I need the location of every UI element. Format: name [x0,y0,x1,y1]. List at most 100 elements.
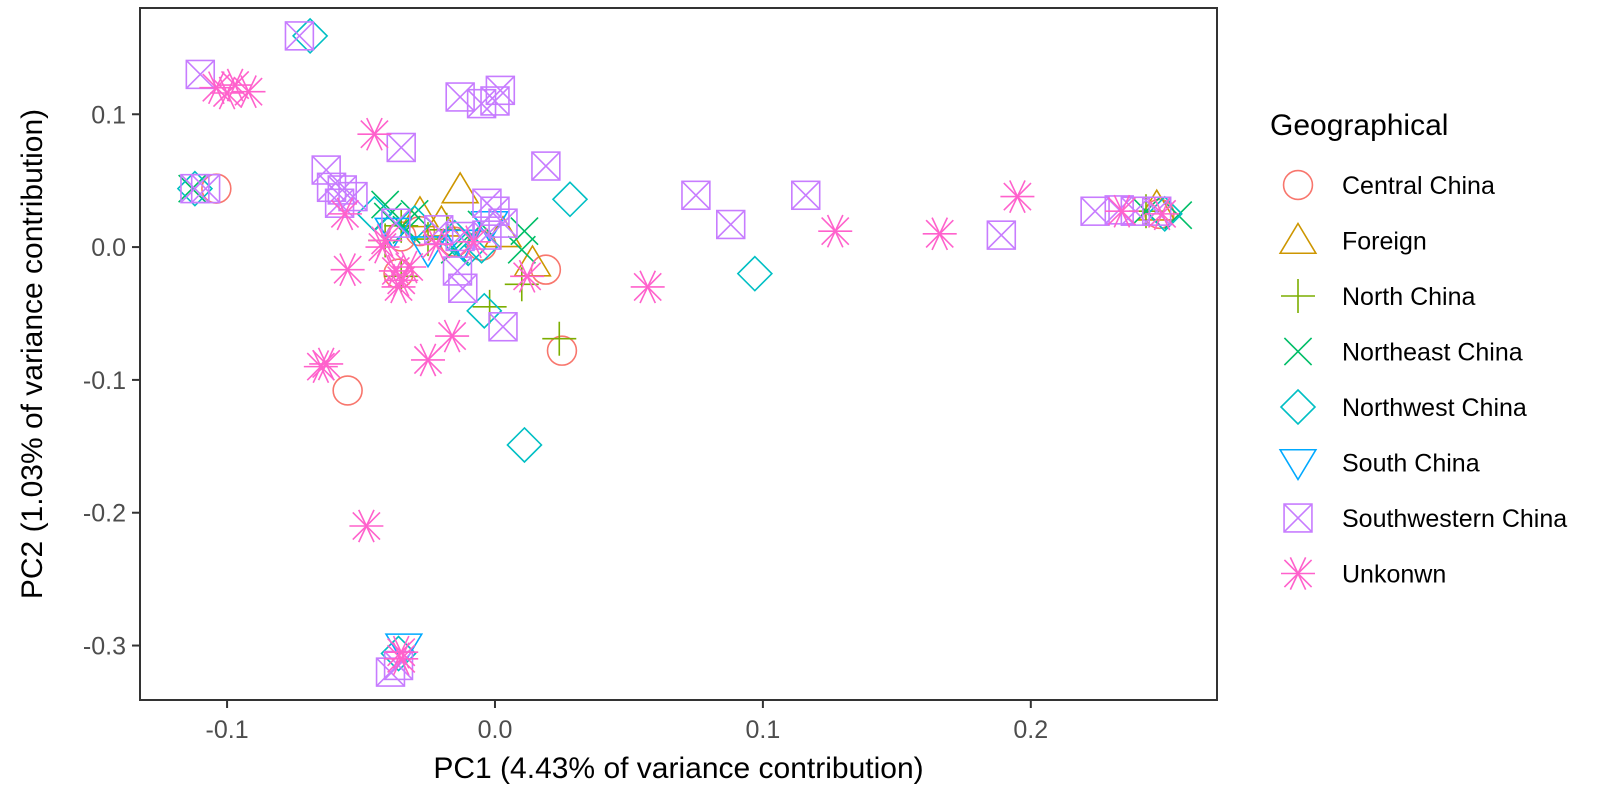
data-point [435,319,470,353]
x-axis-title: PC1 (4.43% of variance contribution) [433,752,923,785]
series-unkonwn [199,68,1180,676]
data-point [488,312,518,342]
data-point [349,509,384,543]
legend-item: Northeast China [1283,337,1523,367]
data-points-layer [176,17,1193,687]
x-axis-ticks: -0.1 0.0 0.1 0.2 [206,700,1048,744]
legend-label: Unkonwn [1342,561,1446,589]
legend-key [1278,448,1318,482]
data-point [922,217,957,251]
data-point [327,197,362,231]
data-point [231,75,266,109]
data-point [530,254,562,285]
data-point [1145,197,1180,231]
legend-label: Central China [1342,172,1495,200]
legend-label: South China [1342,450,1480,478]
data-point [284,21,315,51]
legend-key [1283,503,1313,533]
data-point [1104,194,1139,228]
data-point [472,220,502,250]
data-point [381,208,411,238]
y-tick-label: -0.3 [83,633,126,661]
data-point [456,225,491,259]
data-point [291,17,329,55]
plot-panel [139,7,1218,701]
data-point [380,635,417,672]
data-point [630,270,665,304]
legend-label: Foreign [1342,228,1427,256]
data-point [818,214,853,248]
legend: Central China Foreign North China Northeast… [1278,169,1567,590]
data-point [448,273,478,303]
data-point [419,227,454,261]
data-point [190,173,221,204]
data-point [531,151,561,181]
y-tick-label: 0.1 [91,101,126,129]
legend-key [1281,557,1315,590]
y-axis-title: PC2 (1.03% of variance contribution) [16,109,49,599]
legend-key [1281,279,1315,313]
legend-item: Northwest China [1279,388,1527,426]
legend-label: Northwest China [1342,394,1527,422]
legend-item: Unkonwn [1281,557,1446,590]
data-point [400,199,429,229]
legend-key [1278,221,1318,255]
data-point [330,253,365,287]
x-tick-label: -0.1 [206,716,249,744]
legend-item: Foreign [1278,221,1427,256]
legend-label: Northeast China [1342,339,1523,367]
x-tick-label: 0.0 [478,716,513,744]
x-tick-label: 0.1 [746,716,781,744]
legend-item: South China [1278,448,1480,482]
data-point [507,235,536,264]
data-point [356,195,393,233]
data-point [176,170,214,207]
legend-key [1283,337,1313,366]
y-tick-label: 0.0 [91,234,126,262]
data-point [485,75,516,106]
data-point [365,230,400,264]
data-point [551,181,589,218]
legend-item: Central China [1282,169,1495,201]
data-point [436,219,473,256]
data-point [400,195,440,228]
data-point [357,117,392,151]
data-point [546,335,578,366]
legend-label: Southwestern China [1342,505,1567,533]
data-point [218,68,253,102]
data-point [384,633,424,666]
legend-key [1282,169,1314,201]
data-point [716,209,746,240]
data-point [373,217,413,250]
x-tick-label: 0.2 [1013,716,1048,744]
y-axis-ticks: 0.1 0.0 -0.1 -0.2 -0.3 [83,101,140,661]
data-point [488,208,518,238]
data-point [392,250,427,284]
data-point [422,204,461,237]
data-point [370,190,400,219]
data-point [791,180,821,211]
legend-title: Geographical [1270,109,1448,142]
data-point [736,255,773,292]
legend-item: Southwestern China [1283,503,1567,533]
data-point [411,343,446,377]
legend-key [1279,388,1317,426]
data-point [440,171,480,204]
data-point [384,642,419,676]
data-point [466,292,503,329]
data-point [542,321,577,356]
legend-label: North China [1342,283,1475,311]
y-tick-label: -0.2 [83,500,126,528]
data-point [303,350,338,384]
data-point [504,267,539,302]
data-point [332,375,363,406]
data-point [1000,180,1035,214]
y-tick-label: -0.1 [83,367,126,395]
data-point [510,259,545,293]
data-point [506,426,543,464]
data-point [986,220,1017,250]
data-point [510,216,539,246]
data-point [681,180,711,211]
